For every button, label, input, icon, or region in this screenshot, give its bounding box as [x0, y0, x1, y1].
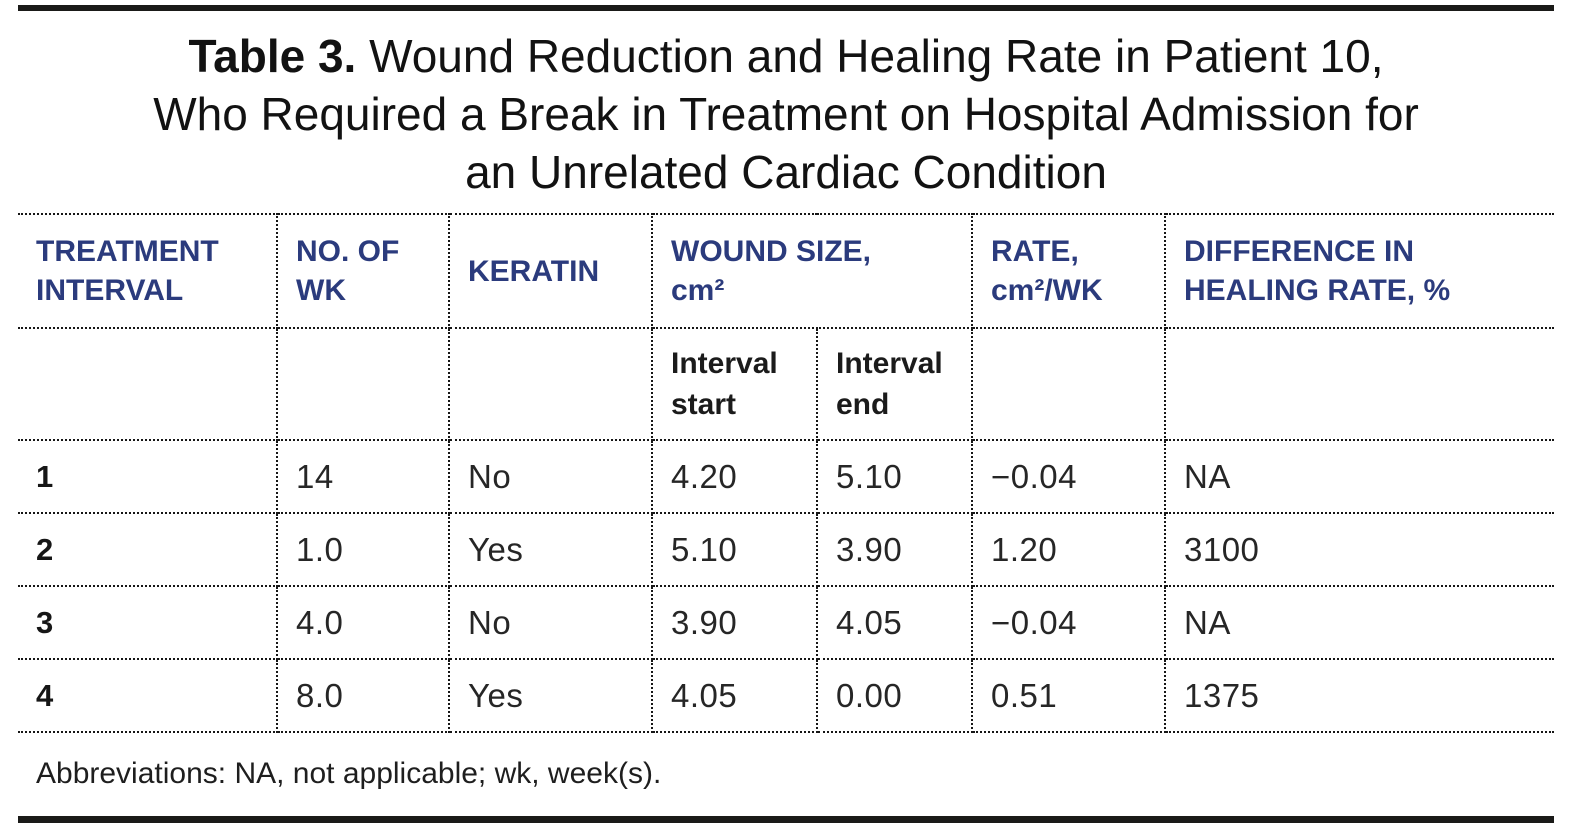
wound-healing-table: TREATMENT INTERVAL NO. OF WK KERATIN WOU…: [18, 213, 1554, 733]
table-row-interval-2: 2 1.0 Yes 5.10 3.90 1.20 3100: [18, 512, 1554, 587]
table-row-interval-4: 4 8.0 Yes 4.05 0.00 0.51 1375: [18, 658, 1554, 733]
cell-keratin: Yes: [448, 658, 653, 733]
col-header-difference: DIFFERENCE IN HEALING RATE, %: [1164, 213, 1554, 329]
cell-difference: 3100: [1164, 512, 1554, 587]
col-header-wound-size: WOUND SIZE, cm²: [651, 213, 973, 329]
cell-interval: 1: [18, 439, 278, 514]
cell-weeks: 8.0: [276, 658, 450, 733]
col-header-rate: RATE, cm²/WK: [971, 213, 1166, 329]
cell-difference: NA: [1164, 439, 1554, 514]
cell-difference: NA: [1164, 585, 1554, 660]
cell-difference: 1375: [1164, 658, 1554, 733]
table-title-line2: Who Required a Break in Treatment on Hos…: [153, 88, 1419, 140]
cell-keratin: No: [448, 585, 653, 660]
table-title: Table 3. Wound Reduction and Healing Rat…: [0, 27, 1572, 201]
sub-header-interval-end: Interval end: [816, 327, 973, 441]
cell-rate: −0.04: [971, 585, 1166, 660]
cell-interval: 4: [18, 658, 278, 733]
table-number-label: Table 3.: [188, 30, 357, 82]
sub-header-empty-1: [18, 327, 278, 441]
table-row-interval-3: 3 4.0 No 3.90 4.05 −0.04 NA: [18, 585, 1554, 660]
bottom-rule: [18, 816, 1554, 823]
cell-keratin: No: [448, 439, 653, 514]
cell-wound-end: 3.90: [816, 512, 973, 587]
cell-interval: 2: [18, 512, 278, 587]
cell-rate: −0.04: [971, 439, 1166, 514]
cell-rate: 1.20: [971, 512, 1166, 587]
sub-header-empty-6: [971, 327, 1166, 441]
sub-header-interval-start: Interval start: [651, 327, 818, 441]
cell-weeks: 14: [276, 439, 450, 514]
cell-wound-end: 5.10: [816, 439, 973, 514]
col-header-treatment-interval: TREATMENT INTERVAL: [18, 213, 278, 329]
cell-rate: 0.51: [971, 658, 1166, 733]
cell-interval: 3: [18, 585, 278, 660]
col-header-no-of-wk: NO. OF WK: [276, 213, 450, 329]
cell-wound-start: 5.10: [651, 512, 818, 587]
table-row-interval-1: 1 14 No 4.20 5.10 −0.04 NA: [18, 439, 1554, 514]
table-title-line1: Table 3. Wound Reduction and Healing Rat…: [0, 27, 1572, 85]
cell-wound-end: 4.05: [816, 585, 973, 660]
header-row-main: TREATMENT INTERVAL NO. OF WK KERATIN WOU…: [18, 213, 1554, 329]
sub-header-empty-2: [276, 327, 450, 441]
cell-weeks: 1.0: [276, 512, 450, 587]
cell-wound-start: 4.20: [651, 439, 818, 514]
table-title-line1-text: Wound Reduction and Healing Rate in Pati…: [369, 30, 1384, 82]
header-row-sub: Interval start Interval end: [18, 327, 1554, 441]
abbreviations-footnote: Abbreviations: NA, not applicable; wk, w…: [36, 757, 662, 790]
cell-keratin: Yes: [448, 512, 653, 587]
cell-weeks: 4.0: [276, 585, 450, 660]
table-title-line3: an Unrelated Cardiac Condition: [465, 146, 1107, 198]
sub-header-empty-7: [1164, 327, 1554, 441]
col-header-keratin: KERATIN: [448, 213, 653, 329]
top-rule: [18, 5, 1554, 11]
cell-wound-start: 3.90: [651, 585, 818, 660]
cell-wound-start: 4.05: [651, 658, 818, 733]
sub-header-empty-3: [448, 327, 653, 441]
cell-wound-end: 0.00: [816, 658, 973, 733]
